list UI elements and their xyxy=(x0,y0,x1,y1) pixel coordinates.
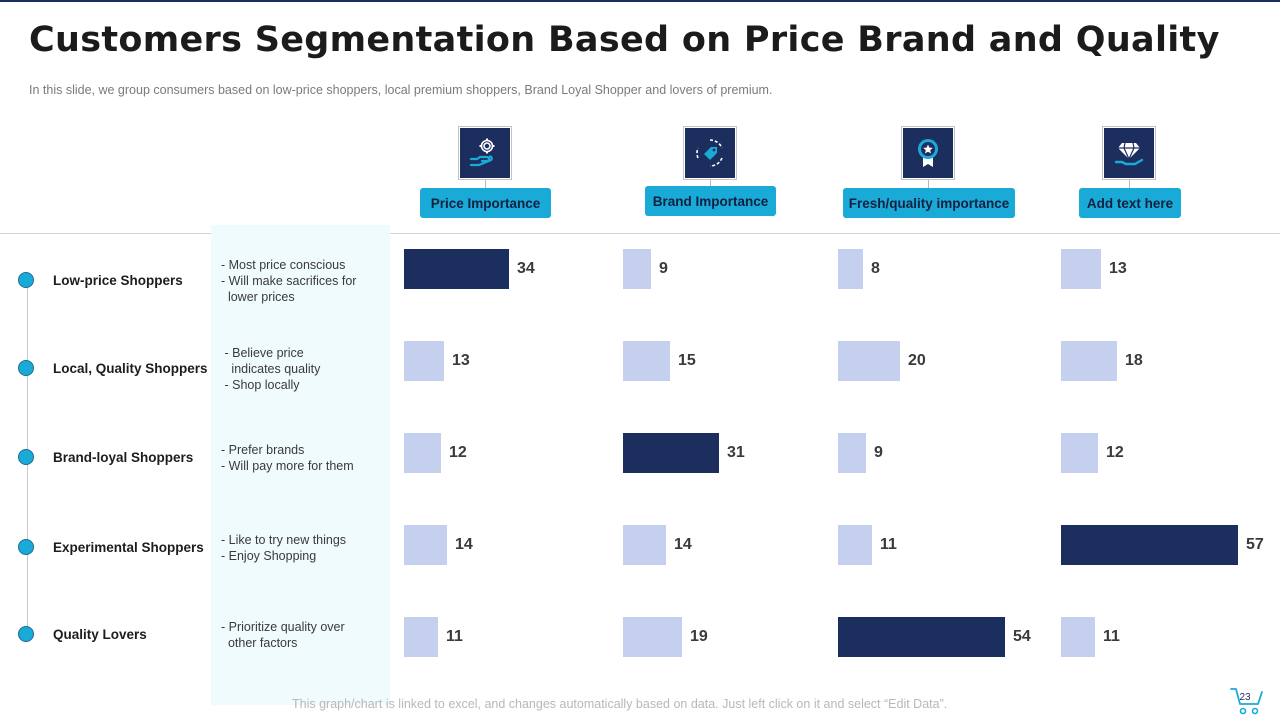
bar-value-label: 13 xyxy=(452,352,470,369)
award-badge-icon xyxy=(903,128,953,178)
bar-value-label: 15 xyxy=(678,352,696,369)
bar-fresh-quality-importance-local-quality-shoppers[interactable] xyxy=(838,341,900,381)
segment-marker xyxy=(18,626,34,642)
bar-price-importance-quality-lovers[interactable] xyxy=(404,617,438,657)
column-connector xyxy=(485,180,486,188)
bar-brand-importance-brand-loyal-shoppers[interactable] xyxy=(623,433,719,473)
bar-value-label: 34 xyxy=(517,260,535,277)
column-label-add-text-here: Add text here xyxy=(1079,188,1181,218)
bar-value-label: 12 xyxy=(1106,444,1124,461)
column-connector xyxy=(928,180,929,188)
bar-value-label: 9 xyxy=(659,260,668,277)
bar-value-label: 57 xyxy=(1246,536,1264,553)
top-accent-rule xyxy=(0,0,1280,2)
bar-price-importance-low-price-shoppers[interactable] xyxy=(404,249,509,289)
segment-description: - Prioritize quality over other factors xyxy=(221,620,345,650)
bar-value-label: 19 xyxy=(690,628,708,645)
bar-value-label: 14 xyxy=(674,536,692,553)
header-divider xyxy=(0,233,1280,234)
column-connector xyxy=(1129,180,1130,188)
bar-brand-importance-experimental-shoppers[interactable] xyxy=(623,525,666,565)
bar-value-label: 20 xyxy=(908,352,926,369)
bar-value-label: 8 xyxy=(871,260,880,277)
bar-value-label: 13 xyxy=(1109,260,1127,277)
segment-description: - Prefer brands - Will pay more for them xyxy=(221,443,354,473)
page-subtitle: In this slide, we group consumers based … xyxy=(29,83,773,97)
bar-add-text-here-low-price-shoppers[interactable] xyxy=(1061,249,1101,289)
segment-marker xyxy=(18,272,34,288)
hand-diamond-icon xyxy=(1104,128,1154,178)
bar-price-importance-brand-loyal-shoppers[interactable] xyxy=(404,433,441,473)
bar-fresh-quality-importance-quality-lovers[interactable] xyxy=(838,617,1005,657)
bar-price-importance-experimental-shoppers[interactable] xyxy=(404,525,447,565)
column-label-brand-importance: Brand Importance xyxy=(645,186,776,216)
bar-price-importance-local-quality-shoppers[interactable] xyxy=(404,341,444,381)
bar-brand-importance-local-quality-shoppers[interactable] xyxy=(623,341,670,381)
bar-add-text-here-local-quality-shoppers[interactable] xyxy=(1061,341,1117,381)
segment-marker xyxy=(18,539,34,555)
bar-value-label: 12 xyxy=(449,444,467,461)
segment-name: Experimental Shoppers xyxy=(53,540,204,555)
hand-dollar-gear-icon xyxy=(460,128,510,178)
bar-fresh-quality-importance-brand-loyal-shoppers[interactable] xyxy=(838,433,866,473)
bar-value-label: 54 xyxy=(1013,628,1031,645)
bar-value-label: 11 xyxy=(1103,628,1120,645)
segment-description: - Like to try new things - Enjoy Shoppin… xyxy=(221,533,347,563)
bar-value-label: 9 xyxy=(874,444,883,461)
bar-value-label: 18 xyxy=(1125,352,1143,369)
chart-footnote: This graph/chart is linked to excel, and… xyxy=(292,697,948,711)
bar-fresh-quality-importance-experimental-shoppers[interactable] xyxy=(838,525,872,565)
segment-description: - Believe price indicates quality - Shop… xyxy=(224,346,321,392)
description-panel xyxy=(211,225,390,705)
bar-value-label: 31 xyxy=(727,444,745,461)
column-connector xyxy=(710,180,711,188)
segment-name: Local, Quality Shoppers xyxy=(53,361,208,376)
bar-brand-importance-low-price-shoppers[interactable] xyxy=(623,249,651,289)
bar-value-label: 11 xyxy=(880,536,897,553)
column-label-fresh-quality-importance: Fresh/quality importance xyxy=(843,188,1015,218)
bar-add-text-here-brand-loyal-shoppers[interactable] xyxy=(1061,433,1098,473)
page-title: Customers Segmentation Based on Price Br… xyxy=(29,20,1220,60)
segment-name: Brand-loyal Shoppers xyxy=(53,450,194,465)
bar-value-label: 11 xyxy=(446,628,463,645)
bar-add-text-here-quality-lovers[interactable] xyxy=(1061,617,1095,657)
segment-marker xyxy=(18,360,34,376)
bar-brand-importance-quality-lovers[interactable] xyxy=(623,617,682,657)
price-tag-cycle-icon xyxy=(685,128,735,178)
segment-marker xyxy=(18,449,34,465)
bar-fresh-quality-importance-low-price-shoppers[interactable] xyxy=(838,249,863,289)
segment-name: Quality Lovers xyxy=(53,627,147,642)
segment-name: Low-price Shoppers xyxy=(53,273,183,288)
bar-value-label: 14 xyxy=(455,536,473,553)
bar-add-text-here-experimental-shoppers[interactable] xyxy=(1061,525,1238,565)
page-number: 23 xyxy=(1239,692,1251,703)
shopping-cart-icon xyxy=(1230,688,1263,715)
column-label-price-importance: Price Importance xyxy=(420,188,551,218)
segment-description: - Most price conscious - Will make sacri… xyxy=(221,258,357,304)
